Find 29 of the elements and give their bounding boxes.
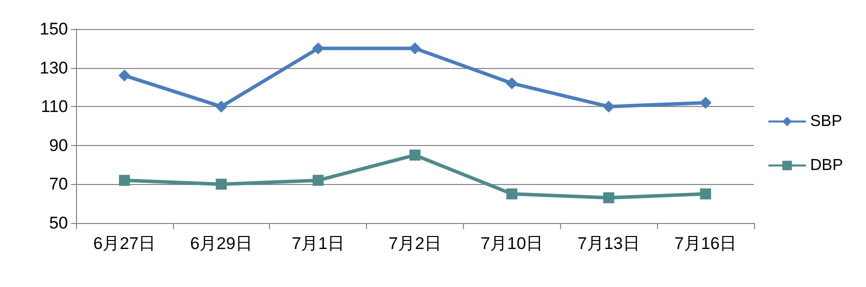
point — [410, 150, 420, 161]
point — [700, 188, 712, 200]
x-tick-label: 6月27日 — [93, 234, 156, 253]
point — [602, 100, 615, 113]
x-tick-label: 7月16日 — [674, 234, 737, 253]
y-tick-label: 90 — [49, 136, 68, 155]
point — [506, 188, 518, 200]
point — [215, 100, 228, 113]
y-tick-label: 130 — [40, 58, 68, 78]
y-tick-label: 50 — [49, 214, 68, 232]
point — [506, 77, 518, 90]
y-tick-label: 110 — [40, 97, 68, 116]
x-tick-label: 7月1日 — [292, 234, 345, 253]
point — [603, 192, 614, 204]
point — [118, 70, 130, 82]
legend-label: DBP — [810, 157, 844, 174]
point — [409, 42, 421, 54]
point — [216, 178, 227, 190]
point — [700, 96, 712, 109]
y-tick-label: 70 — [49, 174, 68, 194]
y-tick-label: 150 — [40, 20, 68, 38]
point — [312, 174, 324, 186]
x-tick-label: 7月10日 — [480, 234, 544, 253]
point — [118, 174, 130, 186]
x-tick-label: 6月29日 — [190, 234, 252, 253]
x-tick-label: 7月2日 — [388, 234, 442, 253]
x-tick-label: 7月13日 — [578, 234, 640, 253]
legend-label: SBP — [810, 113, 842, 130]
point — [312, 42, 324, 54]
